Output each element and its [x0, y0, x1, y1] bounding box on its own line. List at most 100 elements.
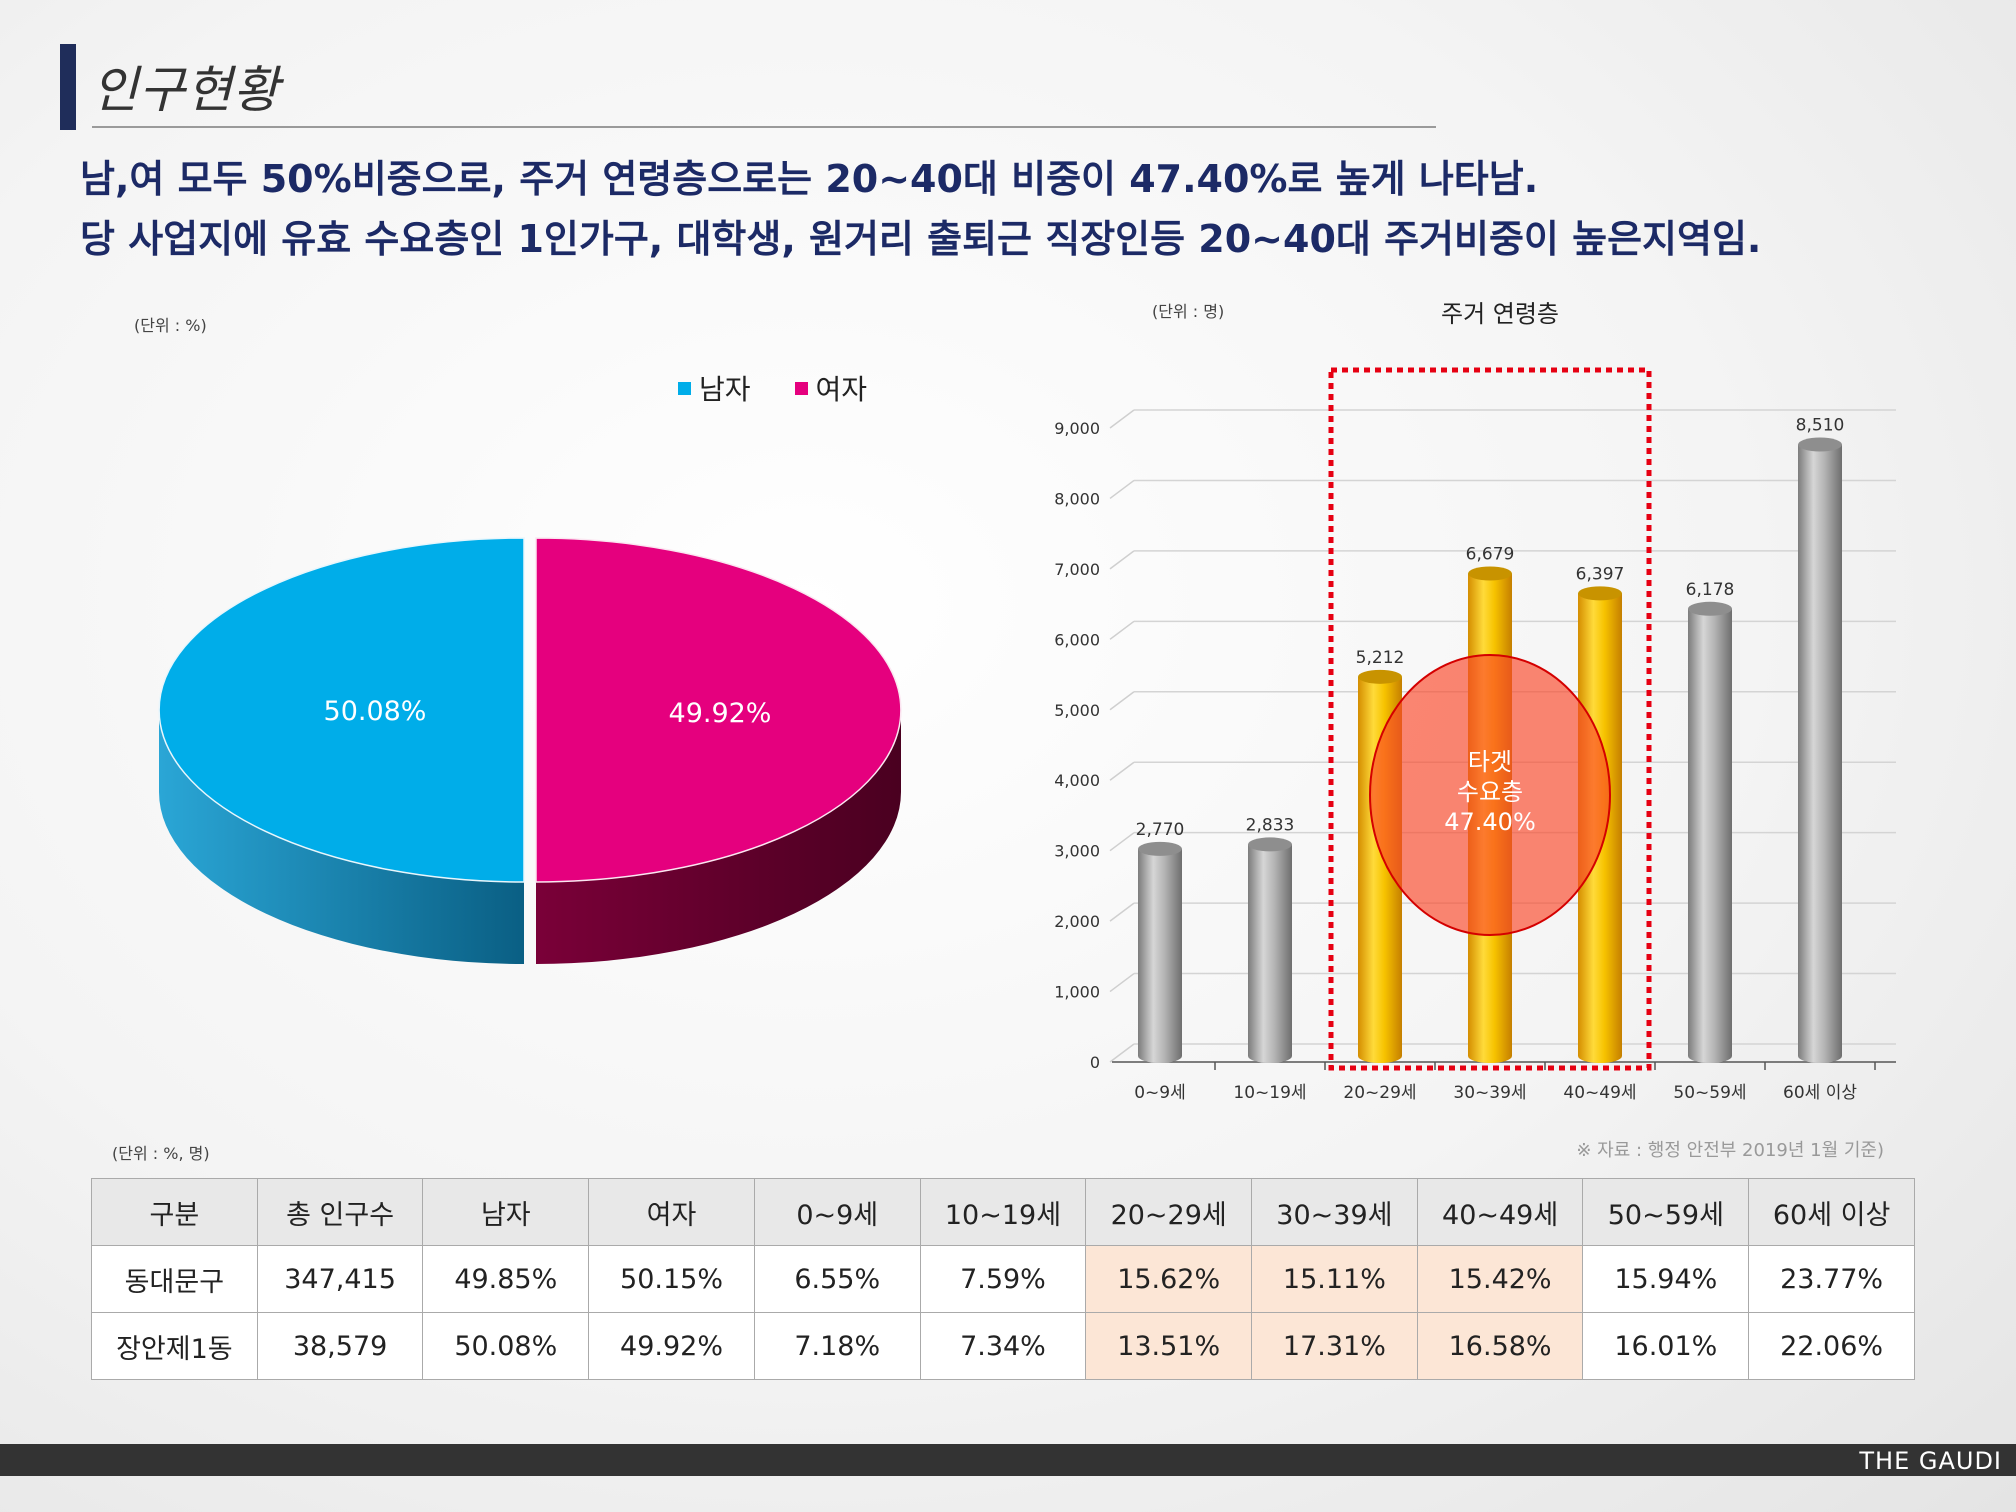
table-cell-highlight: 13.51% [1085, 1312, 1253, 1380]
table-unit-note: (단위 : %, 명) [112, 1144, 210, 1163]
pie-chart: 50.08% 49.92% [158, 537, 902, 964]
x-tick-label: 10~19세 [1233, 1083, 1306, 1100]
pie-label-male: 50.08% [324, 696, 427, 727]
bar-cylinder-top [1688, 601, 1732, 616]
table-header-cell: 50~59세 [1582, 1178, 1750, 1246]
table-cell: 동대문구 [91, 1245, 258, 1313]
y-tick-label: 7,000 [1054, 560, 1100, 579]
bar-cylinder [1688, 608, 1732, 1063]
bar-value-label: 8,510 [1796, 416, 1845, 436]
table-cell: 50.08% [422, 1312, 590, 1380]
table-cell: 347,415 [256, 1245, 424, 1313]
table-row: 장안제1동 38,579 50.08% 49.92% 7.18% 7.34% 1… [91, 1312, 1915, 1380]
table-header-cell: 여자 [588, 1178, 755, 1246]
table-cell: 7.59% [919, 1245, 1087, 1313]
table-header-cell: 총 인구수 [256, 1178, 424, 1246]
table-header-cell: 60세 이상 [1748, 1178, 1915, 1246]
table-header-cell: 구분 [91, 1178, 258, 1246]
bar-cylinder [1798, 444, 1842, 1063]
x-tick-label: 20~29세 [1343, 1083, 1416, 1100]
table-cell: 6.55% [753, 1245, 921, 1313]
gridline-diag [1109, 691, 1135, 711]
table-header-cell: 30~39세 [1251, 1178, 1418, 1246]
pie-slice-female [535, 537, 902, 883]
gridline-diag [1109, 832, 1135, 852]
bar-cylinder-top [1138, 841, 1182, 856]
x-tick-label: 60세 이상 [1783, 1083, 1857, 1100]
x-tick-label: 40~49세 [1563, 1083, 1636, 1100]
pie-legend: 남자 여자 [678, 368, 867, 408]
title-divider [92, 126, 1436, 128]
bar-value-label: 2,770 [1136, 820, 1185, 840]
pie-slice-male [158, 537, 525, 883]
table-cell: 23.77% [1748, 1245, 1915, 1313]
x-tick-label: 0~9세 [1134, 1083, 1186, 1100]
table-header-cell: 10~19세 [919, 1178, 1087, 1246]
table-cell-highlight: 15.42% [1416, 1245, 1584, 1313]
table-cell: 장안제1동 [91, 1312, 258, 1380]
y-tick-label: 5,000 [1054, 701, 1100, 720]
y-tick-label: 8,000 [1054, 489, 1100, 508]
headline-line-2: 당 사업지에 유효 수요층인 1인가구, 대학생, 원거리 출퇴근 직장인등 2… [80, 217, 1762, 261]
bar-chart: 0 1,000 2,000 3,000 4,000 5,000 6,000 7,000 8,00… [1054, 367, 1896, 1100]
y-tick-label: 2,000 [1054, 912, 1100, 931]
gridline-diag [1109, 1043, 1135, 1063]
pie-unit-note: (단위 : %) [134, 316, 207, 335]
bar-cylinder-top [1578, 586, 1622, 601]
table-cell-highlight: 15.62% [1085, 1245, 1253, 1313]
y-tick-label: 3,000 [1054, 842, 1100, 861]
table-cell: 15.94% [1582, 1245, 1750, 1313]
target-highlight-box [1328, 367, 1652, 1071]
bar-value-label: 6,679 [1466, 545, 1515, 565]
bar-cylinder-top [1468, 566, 1512, 581]
table-cell: 38,579 [256, 1312, 424, 1380]
pie-slice-side-female [536, 710, 901, 964]
bar-cylinder-top [1358, 669, 1402, 684]
bar-chart-title: 주거 연령층 [1440, 300, 1560, 328]
table-header-cell: 20~29세 [1085, 1178, 1253, 1246]
y-tick-label: 9,000 [1054, 419, 1100, 438]
table-row: 동대문구 347,415 49.85% 50.15% 6.55% 7.59% 1… [91, 1245, 1915, 1313]
gridline-diag [1109, 761, 1135, 781]
y-tick-label: 4,000 [1054, 771, 1100, 790]
table-cell-highlight: 16.58% [1416, 1312, 1584, 1380]
bar-value-label: 6,178 [1686, 580, 1735, 600]
y-tick-label: 0 [1090, 1053, 1100, 1072]
table-header-cell: 40~49세 [1416, 1178, 1584, 1246]
bar-unit-note: (단위 : 명) [1152, 302, 1225, 321]
pie-label-female: 49.92% [669, 698, 772, 729]
annotation-label: 타겟 [1468, 748, 1512, 776]
legend-label-male: 남자 [699, 373, 751, 406]
bar-value-label: 2,833 [1246, 815, 1295, 835]
table-cell: 49.85% [422, 1245, 590, 1313]
table-header-cell: 0~9세 [753, 1178, 921, 1246]
y-tick-label: 6,000 [1054, 630, 1100, 649]
legend-swatch-male [678, 381, 691, 395]
gridline-diag [1109, 550, 1135, 570]
table-cell-highlight: 15.11% [1251, 1245, 1418, 1313]
gridline-diag [1109, 972, 1135, 993]
annotation-label: 47.40% [1444, 808, 1536, 836]
gridline-diag [1109, 479, 1135, 500]
source-note: ※ 자료 : 행정 안전부 2019년 1월 기준) [1576, 1140, 1884, 1161]
gridline-diag [1109, 902, 1135, 922]
table-cell: 22.06% [1748, 1312, 1915, 1380]
bar-cylinder [1248, 844, 1292, 1063]
population-table: 구분 총 인구수 남자 여자 0~9세 10~19세 20~29세 30~39세… [91, 1178, 1915, 1380]
table-header-cell: 남자 [422, 1178, 590, 1246]
table-header-row: 구분 총 인구수 남자 여자 0~9세 10~19세 20~29세 30~39세… [91, 1178, 1915, 1246]
headline-line-1: 남,여 모두 50%비중으로, 주거 연령층으로는 20~40대 비중이 47.… [80, 157, 1539, 201]
bar-cylinder [1138, 848, 1182, 1063]
gridline-diag [1109, 409, 1135, 429]
pie-slice-side-male [159, 710, 524, 964]
table-cell: 50.15% [588, 1245, 755, 1313]
gridline-diag [1109, 620, 1135, 640]
bar-value-label: 6,397 [1576, 564, 1625, 584]
x-tick-label: 30~39세 [1453, 1083, 1526, 1100]
table-cell: 16.01% [1582, 1312, 1750, 1380]
title-accent-bar [60, 44, 76, 130]
table-cell-highlight: 17.31% [1251, 1312, 1418, 1380]
table-cell: 7.34% [919, 1312, 1087, 1380]
annotation-label: 수요층 [1457, 778, 1523, 806]
page-title: 인구현황 [92, 61, 280, 119]
